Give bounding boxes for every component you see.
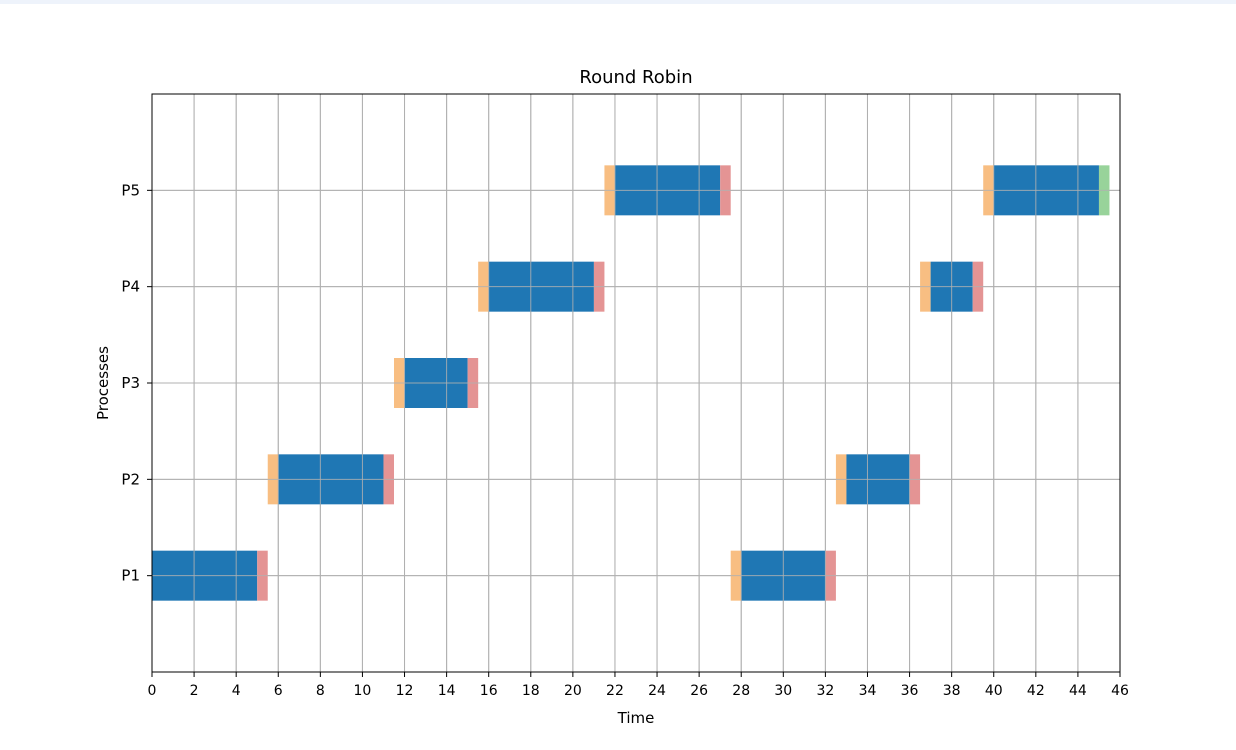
y-tick-label-p5: P5 (121, 181, 140, 199)
axis-ticks: 0 2 4 6 8 10 12 14 16 18 20 22 24 26 28 30 32 34 36 38 40 42 4… (121, 181, 1129, 699)
x-tick-label: 24 (648, 683, 666, 699)
x-tick-label: 46 (1111, 683, 1129, 699)
x-tick-label: 32 (816, 683, 834, 699)
x-tick-label: 28 (732, 683, 750, 699)
x-tick-label: 38 (943, 683, 961, 699)
y-tick-label-p2: P2 (121, 470, 140, 488)
x-tick-label: 34 (859, 683, 877, 699)
y-tick-label-p4: P4 (121, 278, 140, 296)
x-tick-label: 6 (274, 683, 283, 699)
x-axis-label: Time (617, 709, 655, 727)
x-tick-label: 12 (396, 683, 414, 699)
x-tick-label: 26 (690, 683, 708, 699)
x-tick-label: 14 (438, 683, 456, 699)
x-tick-label: 10 (354, 683, 372, 699)
grid-overlay (151, 94, 1121, 672)
x-tick-label: 18 (522, 683, 540, 699)
x-tick-label: 40 (985, 683, 1003, 699)
x-tick-label: 44 (1069, 683, 1087, 699)
x-tick-label: 0 (148, 683, 157, 699)
plot-area-frame (151, 93, 1121, 673)
x-tick-label: 42 (1027, 683, 1045, 699)
x-tick-label: 30 (774, 683, 792, 699)
x-tick-label: 2 (190, 683, 199, 699)
x-tick-label: 20 (564, 683, 582, 699)
chart-title: Round Robin (579, 67, 692, 88)
x-tick-label: 16 (480, 683, 498, 699)
window-top-strip (0, 0, 1236, 4)
y-tick-label-p3: P3 (121, 374, 140, 392)
y-axis-label: Processes (94, 346, 112, 420)
x-tick-label: 36 (901, 683, 919, 699)
y-tick-label-p1: P1 (121, 567, 140, 585)
x-tick-label: 22 (606, 683, 624, 699)
x-tick-label: 4 (232, 683, 241, 699)
x-tick-label: 8 (316, 683, 325, 699)
